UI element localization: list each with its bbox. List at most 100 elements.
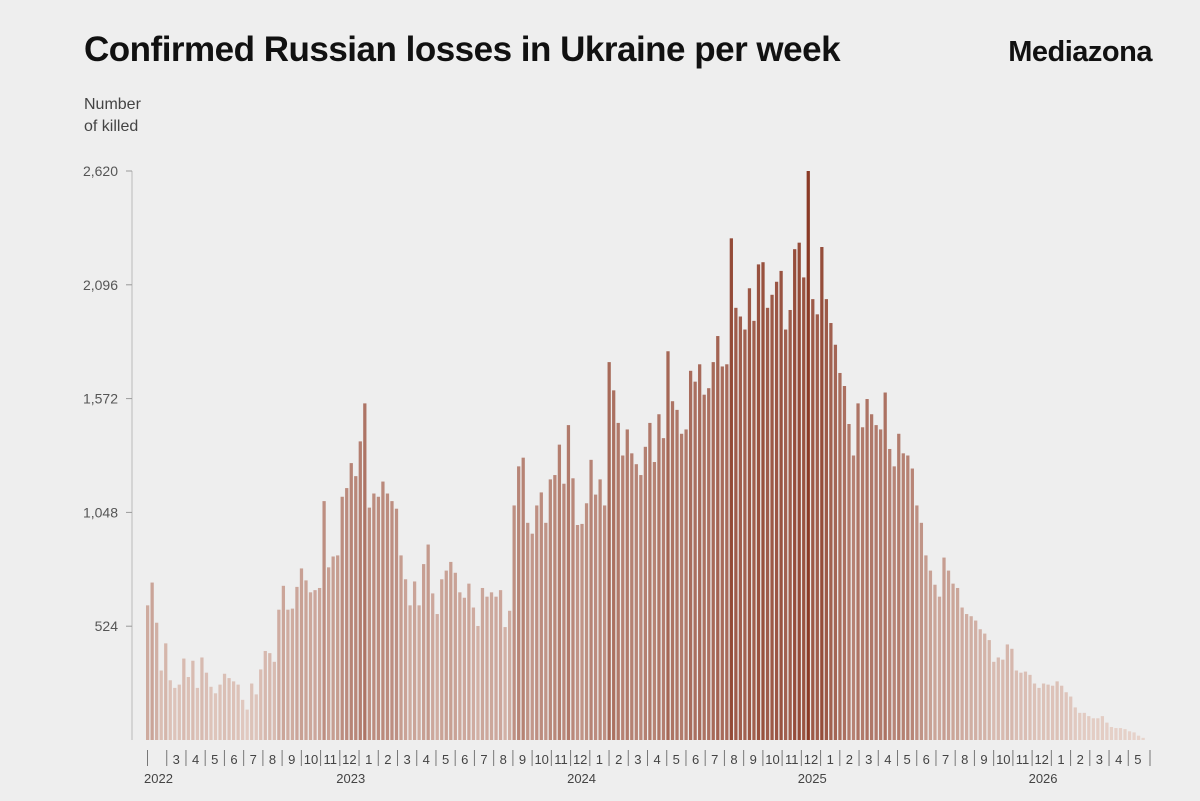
month-label: 7 [942,752,949,767]
bar [657,414,661,740]
bar [1041,683,1046,740]
bar [254,694,258,740]
bar [204,672,209,740]
bar [603,505,607,740]
bar [507,610,512,740]
bar [779,270,783,740]
bar [1123,729,1127,740]
year-label: 2025 [798,771,827,786]
bar [467,583,471,740]
month-label: 2 [384,752,391,767]
month-label: 9 [980,752,987,767]
bar [720,366,724,740]
bar [1023,671,1028,740]
bar [661,438,666,740]
bar [802,277,806,740]
bar [444,570,448,740]
bar [1136,735,1141,740]
bar [358,441,362,740]
month-label: 5 [211,752,218,767]
bar [150,582,154,740]
bar [186,677,190,740]
bar [960,607,964,740]
month-label: 2 [1077,752,1084,767]
bar [426,544,430,740]
bar [688,370,693,740]
bar [557,444,562,740]
bar [865,399,869,740]
bar [1087,716,1091,740]
bar [824,299,828,740]
month-label: 11 [1016,752,1030,767]
bar [530,533,534,740]
bar [1037,687,1041,740]
chart-title: Confirmed Russian losses in Ukraine per … [84,30,841,69]
bar [476,625,480,740]
month-label: 2 [615,752,622,767]
bar [503,627,507,740]
bar [521,457,525,740]
bar [652,462,657,740]
brand-logo: Mediazona [1008,36,1152,68]
bar [1105,722,1109,740]
bar [738,316,743,740]
bar [666,351,670,740]
bar [752,320,756,740]
month-label: 10 [304,752,318,767]
bar [146,605,150,740]
bar [621,455,625,740]
bar [1055,681,1059,740]
bar [910,468,914,740]
bar [955,587,960,740]
bar [489,592,494,740]
year-label: 2024 [567,771,596,786]
bar [856,403,860,740]
month-label: 8 [961,752,968,767]
bar [869,414,874,740]
bar [679,433,684,740]
bar [1141,737,1145,740]
bar [1082,712,1086,740]
bar [580,523,584,740]
bar [327,567,331,740]
bar [1050,685,1055,740]
bar [774,281,779,740]
bar [612,390,616,740]
bar [575,525,580,740]
month-label: 4 [653,752,660,767]
bar [707,388,711,740]
bar [177,684,181,740]
bar [367,507,371,740]
month-label: 9 [750,752,757,767]
bar [924,555,928,740]
bar [1091,718,1095,740]
bar [299,568,304,740]
bar [969,616,973,740]
bar [1096,718,1100,740]
bar [951,583,955,740]
bar [670,401,675,740]
bar [897,433,901,740]
bar [765,307,770,740]
y-tick-label: 2,096 [83,277,118,293]
bar [838,372,842,740]
bar [308,592,313,740]
month-label: 3 [1096,752,1103,767]
y-axis-label: Number of killed [84,94,141,138]
bar [797,242,801,741]
bar [946,570,951,740]
bar [526,522,530,740]
month-label: 3 [634,752,641,767]
bar [250,683,254,740]
bar [987,640,991,740]
bar [648,422,652,740]
bar [313,590,317,740]
month-label: 7 [711,752,718,767]
month-label: 10 [996,752,1010,767]
bar [431,593,435,740]
bar [485,596,489,740]
bar [394,508,399,740]
bar [322,501,326,740]
year-label: 2023 [336,771,365,786]
